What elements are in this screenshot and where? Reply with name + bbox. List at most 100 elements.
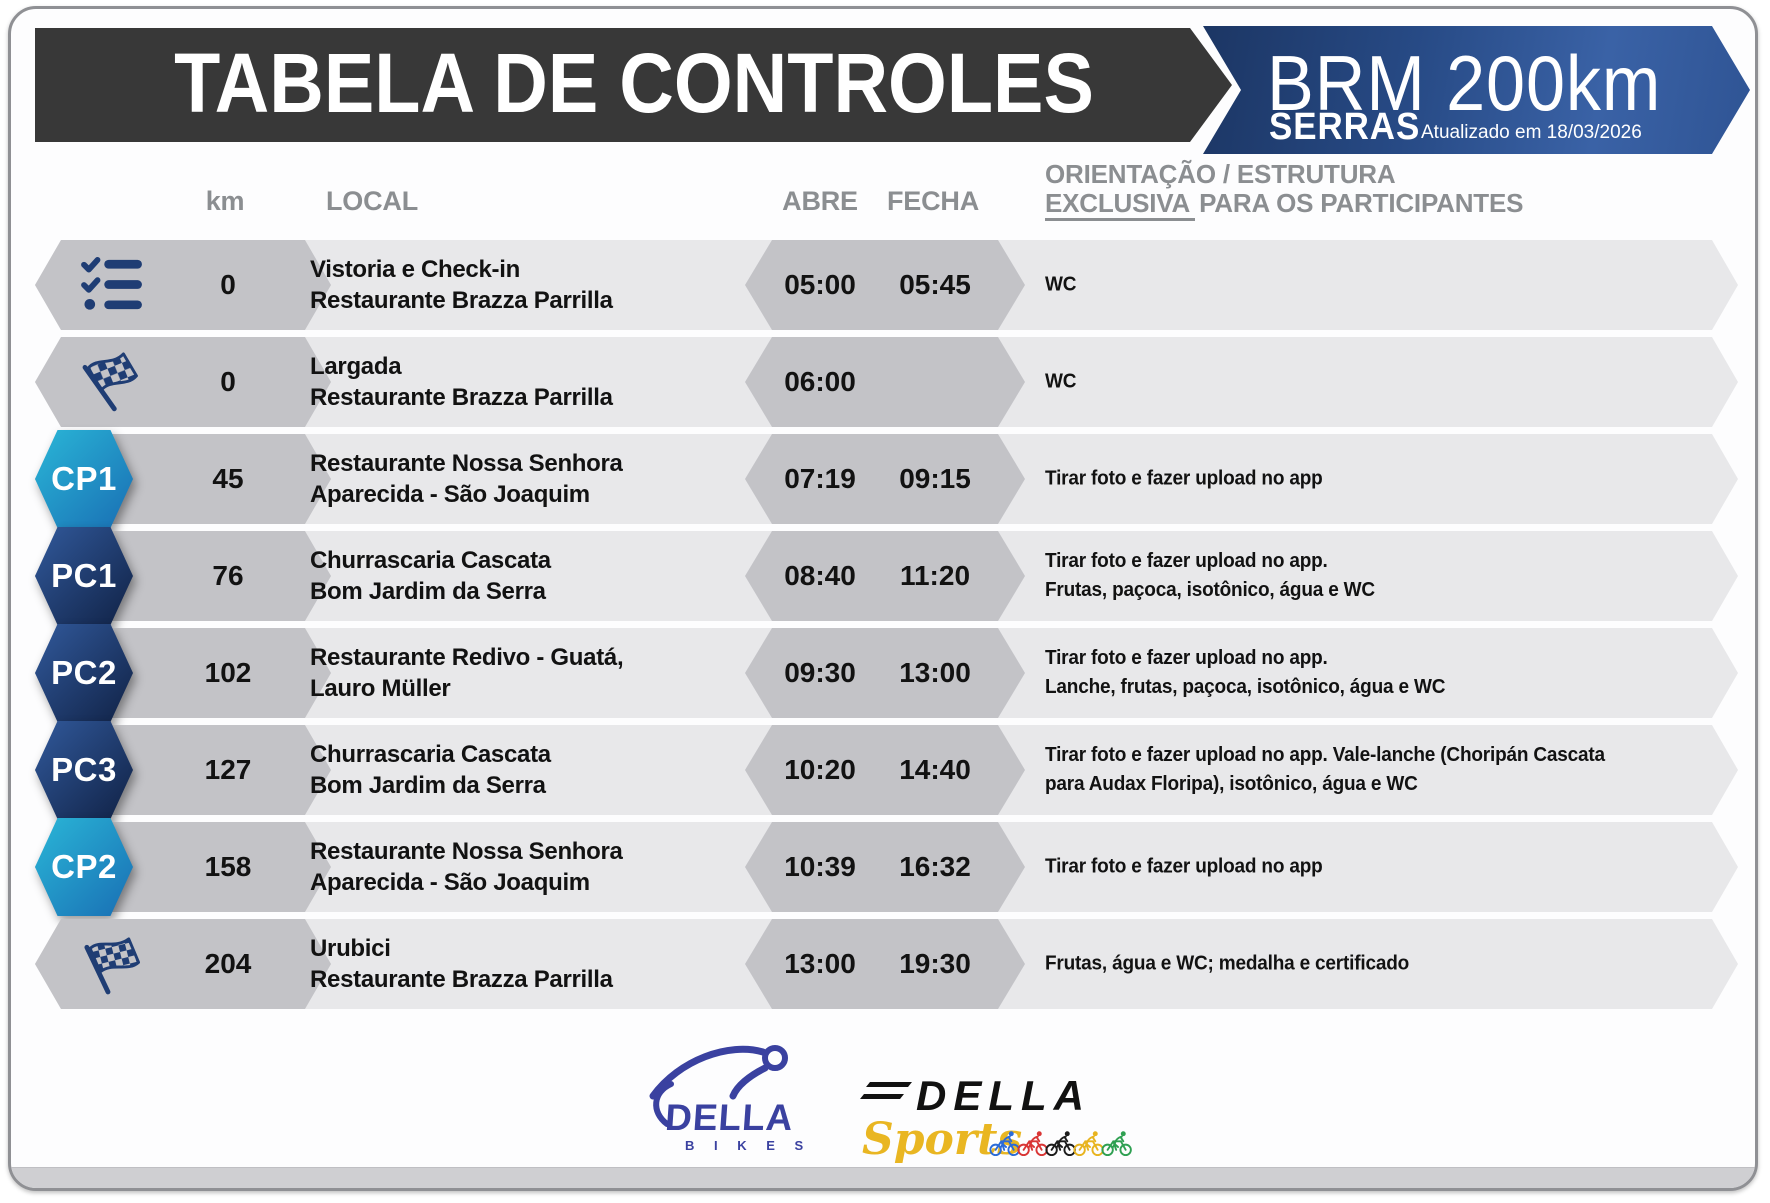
header-bar: TABELA DE CONTROLES xyxy=(35,28,1232,142)
orientation-cell: Tirar foto e fazer upload no app xyxy=(1045,465,1710,494)
start-flag-icon xyxy=(81,351,151,413)
column-header-orientation: ORIENTAÇÃO / ESTRUTURA EXCLUSIVA PARA OS … xyxy=(1045,160,1645,221)
abre-time: 08:40 xyxy=(784,560,856,591)
abre-time: 10:20 xyxy=(784,754,856,785)
table-row: CP2 158 Restaurante Nossa Senhora Aparec… xyxy=(35,818,1738,916)
event-name: BRM 200km xyxy=(1267,39,1662,127)
km-value: 204 xyxy=(204,948,252,979)
table-row: PC3 127 Churrascaria Cascata Bom Jardim … xyxy=(35,721,1738,819)
local-line1: Urubici xyxy=(310,935,391,962)
card-bottom-strip xyxy=(11,1167,1755,1188)
orientation-line1: Tirar foto e fazer upload no app. Vale-l… xyxy=(1045,744,1605,766)
km-value: 127 xyxy=(204,754,252,785)
bikes-logo-wordmark: DELLA xyxy=(664,1096,795,1138)
table-row: PC1 76 Churrascaria Cascata Bom Jardim d… xyxy=(35,527,1738,625)
local-line2: Restaurante Brazza Parrilla xyxy=(310,384,613,411)
table-row: CP1 45 Restaurante Nossa Senhora Apareci… xyxy=(35,430,1738,528)
local-line2: Bom Jardim da Serra xyxy=(310,578,546,605)
local-cell: Urubici Restaurante Brazza Parrilla xyxy=(310,933,740,995)
fecha-time: 11:20 xyxy=(899,560,971,591)
km-value: 0 xyxy=(220,366,236,397)
fecha-time: 05:45 xyxy=(899,269,971,300)
local-cell: Restaurante Redivo - Guatá, Lauro Müller xyxy=(310,642,740,704)
finish-flag-icon xyxy=(81,933,151,995)
km-value: 76 xyxy=(212,560,244,591)
orientation-line2: Lanche, frutas, paçoca, isotônico, água … xyxy=(1045,676,1446,698)
orientation-cell: WC xyxy=(1045,271,1710,300)
local-line1: Churrascaria Cascata xyxy=(310,741,551,768)
orientation-line1: Frutas, água e WC; medalha e certificado xyxy=(1045,952,1410,975)
orientation-cell: Tirar foto e fazer upload no app. Lanche… xyxy=(1045,644,1710,702)
orientation-line1: Tirar foto e fazer upload no app xyxy=(1045,467,1323,490)
page-title: TABELA DE CONTROLES xyxy=(173,35,1094,130)
sports-logo-script: Sports xyxy=(862,1114,1022,1165)
local-cell: Restaurante Nossa Senhora Aparecida - Sã… xyxy=(310,836,740,898)
table-row: 0 Vistoria e Check-in Restaurante Brazza… xyxy=(35,240,1738,330)
table-row: 0 Largada Restaurante Brazza Parrilla 06… xyxy=(35,337,1738,427)
table-row: PC2 102 Restaurante Redivo - Guatá, Laur… xyxy=(35,624,1738,722)
column-header-km: km xyxy=(205,186,245,216)
checklist-icon xyxy=(81,257,143,313)
badge-label: PC2 xyxy=(35,624,133,722)
control-badge: PC2 xyxy=(35,624,133,722)
orientation-cell: WC xyxy=(1045,368,1710,397)
orientation-line1: Tirar foto e fazer upload no app. xyxy=(1045,647,1328,669)
km-value: 158 xyxy=(204,851,252,882)
control-badge: CP2 xyxy=(35,818,133,916)
km-value: 45 xyxy=(212,463,244,494)
orientation-line2: para Audax Floripa), isotônico, água e W… xyxy=(1045,773,1418,795)
km-block xyxy=(35,337,331,427)
orientation-header-line1: ORIENTAÇÃO / ESTRUTURA xyxy=(1045,159,1396,189)
control-badge: CP1 xyxy=(35,430,133,528)
time-block xyxy=(745,725,1025,815)
local-line1: Vistoria e Check-in xyxy=(310,256,520,283)
orientation-header-line2: EXCLUSIVA PARA OS PARTICIPANTES xyxy=(1045,189,1645,221)
local-cell: Restaurante Nossa Senhora Aparecida - Sã… xyxy=(310,448,740,510)
control-badge: PC1 xyxy=(35,527,133,625)
time-block xyxy=(745,919,1025,1009)
abre-time: 10:39 xyxy=(784,851,856,882)
local-line1: Churrascaria Cascata xyxy=(310,547,551,574)
local-cell: Churrascaria Cascata Bom Jardim da Serra xyxy=(310,739,740,801)
local-line1: Restaurante Nossa Senhora xyxy=(310,838,623,865)
local-line2: Aparecida - São Joaquim xyxy=(310,869,590,896)
orientation-line1: Tirar foto e fazer upload no app xyxy=(1045,855,1323,878)
local-cell: Largada Restaurante Brazza Parrilla xyxy=(310,351,740,413)
km-value: 0 xyxy=(220,269,236,300)
della-bikes-logo: DELLA B I K E S xyxy=(645,1036,815,1156)
orientation-line1: Tirar foto e fazer upload no app. xyxy=(1045,550,1328,572)
local-line2: Restaurante Brazza Parrilla xyxy=(310,287,613,314)
time-block xyxy=(745,337,1025,427)
badge-label: PC1 xyxy=(35,527,133,625)
local-cell: Churrascaria Cascata Bom Jardim da Serra xyxy=(310,545,740,607)
della-sports-logo: DELLA Sports xyxy=(860,1070,1140,1165)
local-line2: Restaurante Brazza Parrilla xyxy=(310,966,613,993)
orientation-cell: Tirar foto e fazer upload no app. Vale-l… xyxy=(1045,741,1710,799)
local-cell: Vistoria e Check-in Restaurante Brazza P… xyxy=(310,254,740,316)
abre-time: 09:30 xyxy=(784,657,856,688)
orientation-line1: WC xyxy=(1045,273,1077,296)
fecha-time: 14:40 xyxy=(899,754,971,785)
event-ribbon: BRM 200km SERRAS Atualizado em 18/03/202… xyxy=(1203,26,1750,154)
orientation-line1: WC xyxy=(1045,370,1077,393)
updated-date: Atualizado em 18/03/2026 xyxy=(1421,122,1642,143)
orientation-cell: Tirar foto e fazer upload no app xyxy=(1045,853,1710,882)
column-header-local: LOCAL xyxy=(326,186,418,216)
time-block xyxy=(745,531,1025,621)
orientation-cell: Tirar foto e fazer upload no app. Frutas… xyxy=(1045,547,1710,605)
local-line2: Aparecida - São Joaquim xyxy=(310,481,590,508)
orientation-header-underlined: EXCLUSIVA xyxy=(1045,189,1196,221)
abre-time: 13:00 xyxy=(784,948,856,979)
badge-label: CP2 xyxy=(35,818,133,916)
local-line2: Lauro Müller xyxy=(310,675,451,702)
badge-label: CP1 xyxy=(35,430,133,528)
orientation-cell: Frutas, água e WC; medalha e certificado xyxy=(1045,950,1710,979)
km-value: 102 xyxy=(204,657,252,688)
local-line2: Bom Jardim da Serra xyxy=(310,772,546,799)
time-block xyxy=(745,628,1025,718)
table-row: 204 Urubici Restaurante Brazza Parrilla … xyxy=(35,919,1738,1009)
local-line1: Largada xyxy=(310,353,402,380)
time-block xyxy=(745,822,1025,912)
bikes-logo-subtext: B I K E S xyxy=(685,1138,811,1153)
fecha-time: 16:32 xyxy=(899,851,971,882)
